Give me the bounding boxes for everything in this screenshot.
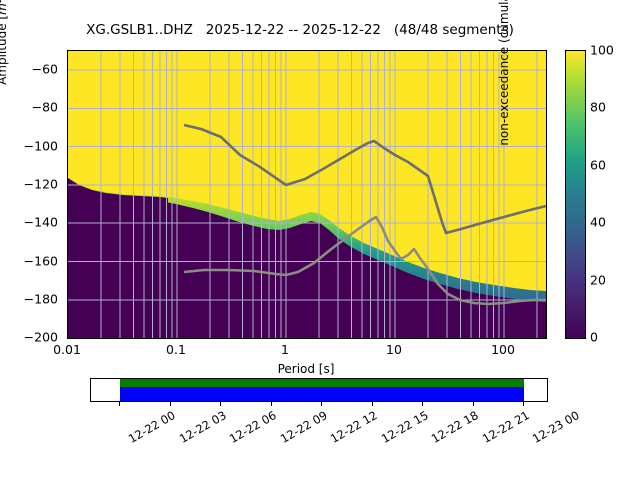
x-tick: 0.01 — [53, 342, 81, 357]
grid-lines — [68, 51, 546, 338]
coverage-psd-band — [120, 379, 524, 387]
y-tick: −80 — [31, 99, 58, 115]
y-tick: −60 — [31, 61, 58, 77]
ppsd-density-field — [68, 177, 546, 338]
colorbar-tick: 100 — [590, 42, 614, 58]
nlnm-curve — [183, 215, 546, 306]
ppsd-canvas — [68, 51, 546, 338]
coverage-fill — [120, 379, 524, 401]
y-tick: −140 — [23, 214, 58, 230]
colorbar-tick: 20 — [590, 272, 606, 288]
colorbar-tick: 0 — [590, 329, 598, 345]
y-tick: −200 — [23, 329, 58, 345]
x-tick: 10 — [386, 342, 402, 357]
x-tick: 0.1 — [166, 342, 186, 357]
ppsd-plot-area[interactable] — [67, 50, 547, 339]
colorbar-tick: 80 — [590, 99, 606, 115]
x-tick: 1 — [281, 342, 289, 357]
y-tick: −160 — [23, 253, 58, 268]
y-tick: −180 — [23, 291, 58, 307]
y-tick: −100 — [23, 138, 58, 154]
nhnm-curve — [183, 123, 546, 235]
colorbar-tick: 40 — [590, 214, 606, 230]
x-axis-label: Period [s] — [277, 362, 335, 376]
colorbar-tick: 60 — [590, 157, 606, 173]
data-coverage-strip[interactable] — [90, 378, 548, 402]
coverage-data-band — [120, 387, 524, 401]
figure-title: XG.GSLB1..DHZ 2025-12-22 -- 2025-12-22 (… — [86, 22, 514, 38]
x-tick: 100 — [491, 342, 515, 357]
y-tick-labels: −60 −80 −100 −120 −140 −160 −180 −200 — [0, 0, 58, 480]
colorbar[interactable] — [565, 50, 586, 339]
y-tick: −120 — [23, 176, 58, 192]
